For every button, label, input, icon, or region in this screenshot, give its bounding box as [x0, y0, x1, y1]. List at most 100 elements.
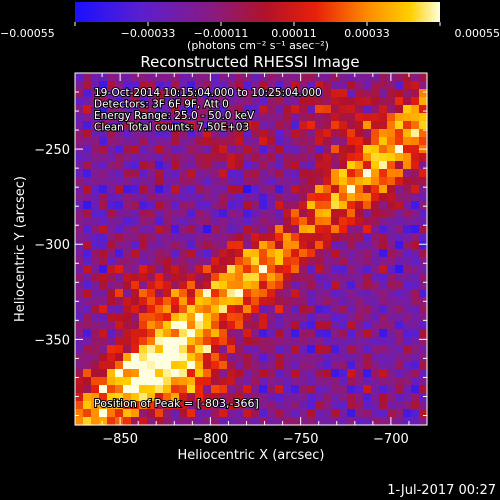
- heatmap-cell: [219, 193, 228, 202]
- heatmap-cell: [267, 257, 276, 266]
- heatmap-cell: [315, 121, 324, 130]
- heatmap-cell: [235, 417, 244, 426]
- heatmap-cell: [371, 305, 380, 314]
- heatmap-cell: [179, 297, 188, 306]
- heatmap-cell: [419, 137, 428, 146]
- heatmap-cell: [91, 241, 100, 250]
- heatmap-cell: [363, 129, 372, 138]
- heatmap-cell: [371, 265, 380, 274]
- heatmap-cell: [283, 289, 292, 298]
- heatmap-cell: [307, 321, 316, 330]
- heatmap-cell: [339, 281, 348, 290]
- heatmap-cell: [75, 169, 84, 178]
- heatmap-cell: [83, 193, 92, 202]
- heatmap-cell: [331, 129, 340, 138]
- heatmap-cell: [195, 161, 204, 170]
- heatmap-cell: [355, 353, 364, 362]
- heatmap-cell: [323, 377, 332, 386]
- heatmap-cell: [331, 121, 340, 130]
- heatmap-cell: [235, 73, 244, 82]
- heatmap-cell: [171, 225, 180, 234]
- heatmap-cell: [419, 209, 428, 218]
- heatmap-cell: [347, 89, 356, 98]
- heatmap-cell: [195, 377, 204, 386]
- heatmap-cell: [187, 345, 196, 354]
- heatmap-cell: [211, 337, 220, 346]
- heatmap-cell: [83, 137, 92, 146]
- heatmap-cell: [411, 249, 420, 258]
- heatmap-cell: [363, 361, 372, 370]
- heatmap-cell: [395, 393, 404, 402]
- heatmap-cell: [283, 169, 292, 178]
- heatmap-cell: [243, 273, 252, 282]
- heatmap-cell: [291, 201, 300, 210]
- heatmap-cell: [219, 153, 228, 162]
- heatmap-cell: [403, 113, 412, 122]
- heatmap-cell: [395, 281, 404, 290]
- heatmap-cell: [155, 73, 164, 82]
- heatmap-cell: [99, 385, 108, 394]
- heatmap-cell: [331, 329, 340, 338]
- heatmap-cell: [163, 81, 172, 90]
- heatmap-cell: [155, 345, 164, 354]
- heatmap-cell: [387, 129, 396, 138]
- heatmap-cell: [379, 129, 388, 138]
- heatmap-cell: [299, 201, 308, 210]
- heatmap-cell: [339, 73, 348, 82]
- heatmap-cell: [395, 105, 404, 114]
- heatmap-cell: [235, 201, 244, 210]
- heatmap-cell: [155, 105, 164, 114]
- heatmap-cell: [371, 329, 380, 338]
- heatmap-cell: [371, 361, 380, 370]
- heatmap-cell: [275, 385, 284, 394]
- heatmap-cell: [275, 281, 284, 290]
- heatmap-cell: [339, 185, 348, 194]
- heatmap-cell: [115, 305, 124, 314]
- heatmap-cell: [83, 257, 92, 266]
- heatmap-cell: [347, 305, 356, 314]
- heatmap-cell: [203, 297, 212, 306]
- heatmap-cell: [347, 289, 356, 298]
- heatmap-cell: [195, 177, 204, 186]
- heatmap-cell: [171, 73, 180, 82]
- heatmap-cell: [307, 137, 316, 146]
- heatmap-cell: [267, 145, 276, 154]
- heatmap-cell: [227, 73, 236, 82]
- heatmap-cell: [267, 121, 276, 130]
- heatmap-cell: [379, 385, 388, 394]
- heatmap-cell: [75, 241, 84, 250]
- heatmap-cell: [419, 409, 428, 418]
- heatmap-cell: [131, 105, 140, 114]
- heatmap-cell: [323, 193, 332, 202]
- heatmap-cell: [131, 169, 140, 178]
- heatmap-cell: [147, 401, 156, 410]
- heatmap-cell: [371, 97, 380, 106]
- annotation-line: 19-Oct-2014 10:15:04.000 to 10:25:04.000: [94, 87, 322, 99]
- heatmap-cell: [123, 345, 132, 354]
- heatmap-cell: [243, 145, 252, 154]
- heatmap-cells: [75, 73, 428, 426]
- heatmap-cell: [315, 105, 324, 114]
- heatmap-cell: [403, 313, 412, 322]
- heatmap-cell: [219, 185, 228, 194]
- heatmap-cell: [299, 145, 308, 154]
- heatmap-cell: [267, 193, 276, 202]
- heatmap-cell: [147, 153, 156, 162]
- heatmap-cell: [219, 281, 228, 290]
- heatmap-cell: [395, 81, 404, 90]
- heatmap-cell: [179, 241, 188, 250]
- heatmap-cell: [195, 385, 204, 394]
- heatmap-cell: [235, 361, 244, 370]
- heatmap-cell: [219, 361, 228, 370]
- heatmap-cell: [307, 281, 316, 290]
- heatmap-cell: [179, 185, 188, 194]
- heatmap-cell: [267, 137, 276, 146]
- heatmap-cell: [371, 337, 380, 346]
- heatmap-cell: [107, 297, 116, 306]
- heatmap-cell: [283, 121, 292, 130]
- heatmap-cell: [355, 305, 364, 314]
- heatmap-cell: [75, 233, 84, 242]
- heatmap-cell: [163, 209, 172, 218]
- heatmap-cell: [331, 313, 340, 322]
- heatmap-cell: [91, 89, 100, 98]
